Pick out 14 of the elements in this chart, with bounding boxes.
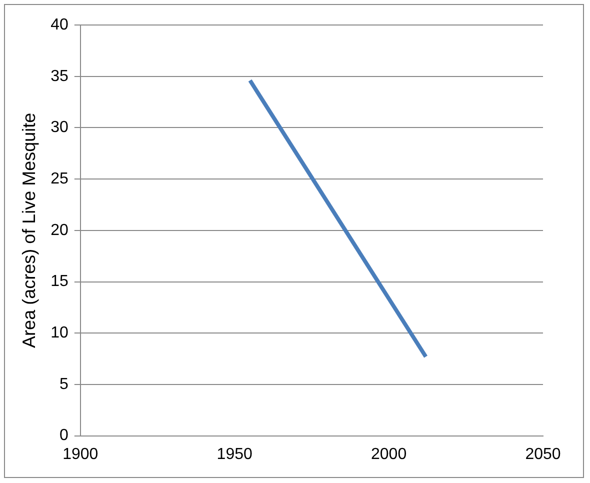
y-tick-label: 35 (50, 68, 68, 85)
x-tick-label: 1950 (216, 446, 252, 463)
y-tick-label: 20 (50, 222, 68, 239)
y-tick-label: 5 (59, 376, 68, 393)
x-tick-label: 1900 (62, 446, 98, 463)
y-tick-label: 30 (50, 119, 68, 136)
x-tick-label: 2050 (525, 446, 561, 463)
y-tick-label: 0 (59, 427, 68, 444)
x-tick-label: 2000 (371, 446, 407, 463)
y-tick-label: 40 (50, 16, 68, 34)
y-axis-title: Area (acres) of Live Mesquite (18, 112, 39, 348)
y-tick-label: 15 (50, 273, 68, 290)
y-tick-label: 10 (50, 324, 68, 342)
y-tick-label: 25 (50, 170, 68, 188)
